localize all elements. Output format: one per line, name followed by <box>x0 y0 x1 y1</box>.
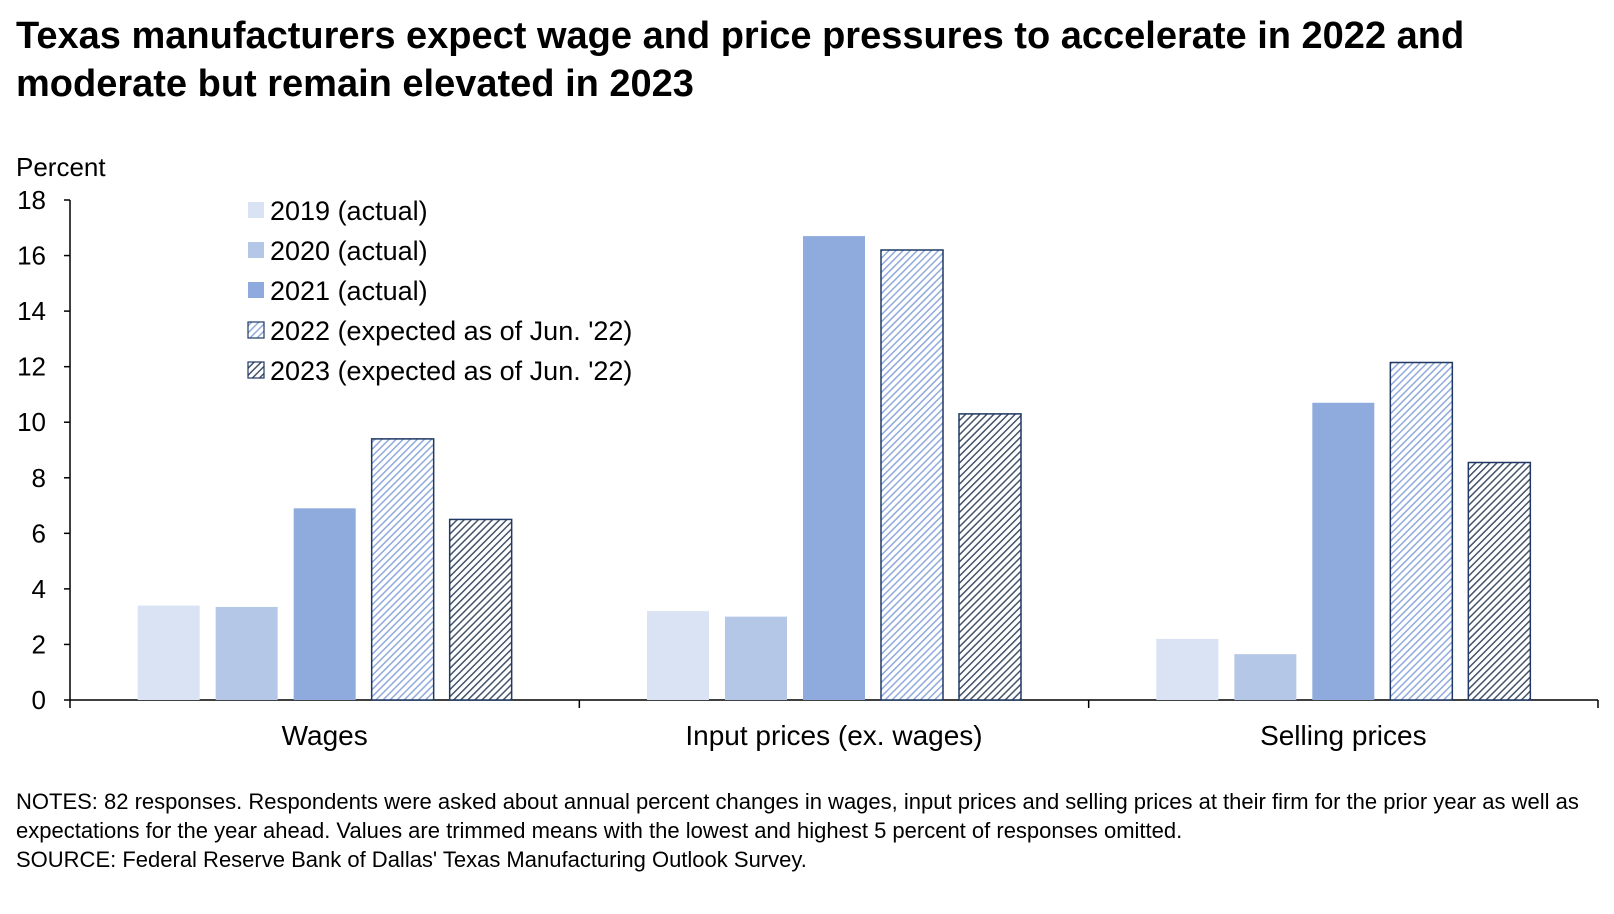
y-tick-label: 0 <box>32 685 46 715</box>
y-tick-label: 18 <box>17 185 46 215</box>
bar <box>725 616 787 700</box>
bar <box>448 518 513 701</box>
legend-label: 2023 (expected as of Jun. '22) <box>270 356 632 386</box>
legend-swatch <box>248 202 264 218</box>
bar <box>1389 361 1454 701</box>
bar <box>137 605 200 700</box>
bars <box>137 236 1532 701</box>
bar <box>293 508 356 700</box>
legend-swatch <box>248 242 264 258</box>
y-axis-label: Percent <box>16 152 106 182</box>
legend-swatch <box>247 361 265 379</box>
legend: 2019 (actual) 2020 (actual) 2021 (actual) 2… <box>247 196 632 386</box>
bar <box>1234 654 1297 700</box>
legend-swatch <box>247 321 265 339</box>
notes: NOTES: 82 responses. Respondents were as… <box>16 787 1596 874</box>
y-tick-label: 8 <box>32 463 46 493</box>
x-category-label: Selling prices <box>1260 720 1427 751</box>
legend-label: 2019 (actual) <box>270 196 428 226</box>
legend-swatch <box>248 282 264 298</box>
bar <box>880 249 944 701</box>
bar <box>958 413 1022 701</box>
notes-text: NOTES: 82 responses. Respondents were as… <box>16 789 1579 843</box>
bar <box>1467 461 1532 701</box>
y-tick-label: 2 <box>32 629 46 659</box>
y-tick-label: 12 <box>17 352 46 382</box>
x-category-label: Input prices (ex. wages) <box>685 720 982 751</box>
legend-label: 2021 (actual) <box>270 276 428 306</box>
chart-title: Texas manufacturers expect wage and pric… <box>16 15 1465 105</box>
y-tick-label: 6 <box>32 518 46 548</box>
bar-chart: Percent 0 2 4 6 8 10 12 14 16 18 Wages Input prices… <box>16 152 1599 751</box>
y-tick-label: 10 <box>17 407 46 437</box>
bar <box>803 236 865 700</box>
bar <box>370 438 435 701</box>
legend-label: 2022 (expected as of Jun. '22) <box>270 316 632 346</box>
bar <box>215 606 278 700</box>
x-category-label: Wages <box>282 720 368 751</box>
bar <box>1312 402 1375 700</box>
bar <box>647 611 709 700</box>
legend-label: 2020 (actual) <box>270 236 428 266</box>
y-tick-label: 4 <box>32 574 46 604</box>
source-text: SOURCE: Federal Reserve Bank of Dallas' … <box>16 847 807 872</box>
axes: 0 2 4 6 8 10 12 14 16 18 Wages Input prices (ex. wa… <box>17 185 1599 751</box>
y-tick-label: 14 <box>17 296 46 326</box>
bar <box>1156 638 1219 700</box>
y-tick-label: 16 <box>17 241 46 271</box>
